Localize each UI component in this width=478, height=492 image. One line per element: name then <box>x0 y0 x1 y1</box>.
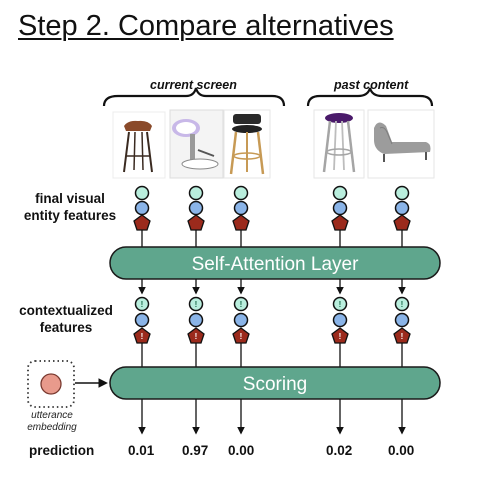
alert-mark: ! <box>240 300 243 309</box>
current-screen-brace <box>102 87 286 107</box>
self-attention-label: Self-Attention Layer <box>192 254 360 275</box>
self-attention-layer <box>109 246 441 280</box>
utterance-line-2: embedding <box>27 422 77 433</box>
final-features-col-4 <box>331 185 349 231</box>
contextualized-line-1: contextualized <box>19 303 113 318</box>
final-features-col-5 <box>393 185 411 231</box>
utterance-embedding-label: utterance embedding <box>12 410 92 434</box>
bar-stool-wood-icon <box>112 111 166 179</box>
utterance-embedding-box <box>27 360 75 408</box>
alert-mark: ! <box>401 332 404 341</box>
alert-mark: ! <box>240 332 243 341</box>
scoring-layer <box>109 366 441 400</box>
prediction-value-4: 0.02 <box>326 443 353 458</box>
contextualized-label: contextualized features <box>6 302 126 336</box>
alert-mark: ! <box>401 300 404 309</box>
final-features-label: final visual entity features <box>20 190 120 224</box>
final-features-col-3 <box>232 185 250 231</box>
gray-chaise-lounge-icon <box>367 109 435 179</box>
contextual-features-col-1 <box>133 296 151 344</box>
alert-mark: ! <box>141 300 144 309</box>
contextual-features-col-2 <box>187 296 205 344</box>
prediction-value-2: 0.97 <box>182 443 209 458</box>
prediction-value-5: 0.00 <box>388 443 415 458</box>
past-content-label: past content <box>334 78 409 92</box>
prediction-value-3: 0.00 <box>228 443 255 458</box>
contextualized-line-2: features <box>39 320 93 335</box>
current-screen-label: current screen <box>150 78 237 92</box>
wooden-swivel-stool-icon <box>223 109 271 179</box>
white-swivel-stool-icon <box>169 109 224 179</box>
final-features-col-2 <box>187 185 205 231</box>
utterance-embedding-dot <box>40 373 62 395</box>
final-features-line-2: entity features <box>23 208 117 223</box>
purple-chrome-stool-icon <box>313 109 365 179</box>
final-features-line-1: final visual <box>35 191 105 206</box>
alert-mark: ! <box>195 332 198 341</box>
past-content-brace <box>306 87 434 107</box>
contextual-features-col-3 <box>232 296 250 344</box>
scoring-label: Scoring <box>243 374 307 395</box>
contextual-features-col-5 <box>393 296 411 344</box>
alert-mark: ! <box>195 300 198 309</box>
alert-mark: ! <box>141 332 144 341</box>
alert-mark: ! <box>339 332 342 341</box>
final-features-col-1 <box>133 185 151 231</box>
page-title: Step 2. Compare alternatives <box>18 10 394 42</box>
prediction-value-1: 0.01 <box>128 443 155 458</box>
alert-mark: ! <box>339 300 342 309</box>
utterance-line-1: utterance <box>31 410 73 421</box>
prediction-label: prediction <box>29 443 95 458</box>
